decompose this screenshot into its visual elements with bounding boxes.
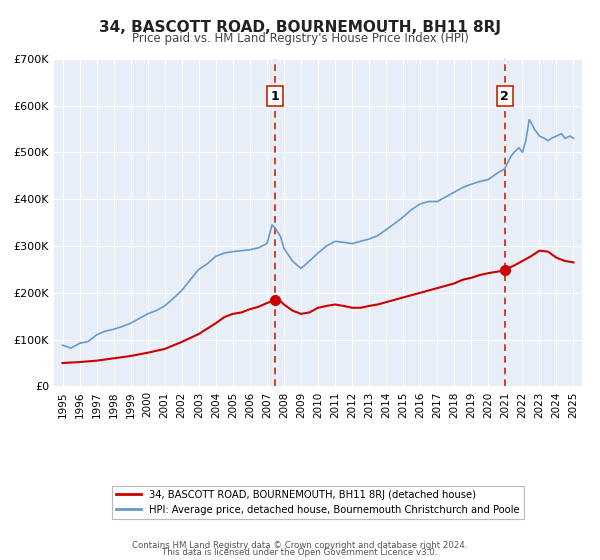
Legend: 34, BASCOTT ROAD, BOURNEMOUTH, BH11 8RJ (detached house), HPI: Average price, de: 34, BASCOTT ROAD, BOURNEMOUTH, BH11 8RJ … bbox=[112, 486, 524, 519]
Text: 2: 2 bbox=[500, 90, 509, 102]
Text: 1: 1 bbox=[271, 90, 280, 102]
Text: Price paid vs. HM Land Registry's House Price Index (HPI): Price paid vs. HM Land Registry's House … bbox=[131, 32, 469, 45]
Text: 34, BASCOTT ROAD, BOURNEMOUTH, BH11 8RJ: 34, BASCOTT ROAD, BOURNEMOUTH, BH11 8RJ bbox=[99, 20, 501, 35]
Text: This data is licensed under the Open Government Licence v3.0.: This data is licensed under the Open Gov… bbox=[163, 548, 437, 557]
Text: Contains HM Land Registry data © Crown copyright and database right 2024.: Contains HM Land Registry data © Crown c… bbox=[132, 541, 468, 550]
